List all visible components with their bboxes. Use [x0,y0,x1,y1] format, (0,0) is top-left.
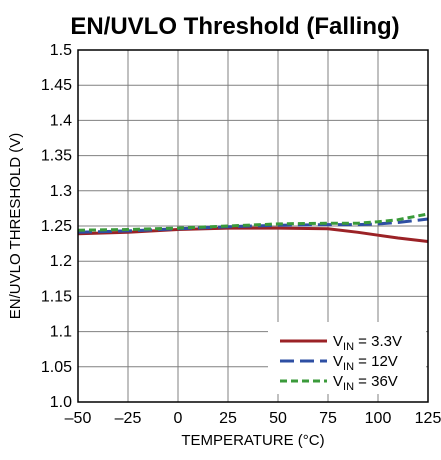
y-tick-label: 1.5 [50,42,72,59]
x-tick-label: 125 [415,410,441,427]
series-lines [77,212,429,243]
x-tick-label: 100 [365,410,392,427]
y-tick-label: 1.25 [41,218,72,235]
x-tick-label: –25 [115,410,142,427]
x-tick-labels: –50 –25 0 25 50 75 100 125 [65,410,441,427]
y-tick-label: 1.2 [50,253,72,270]
x-tick-label: 50 [269,410,287,427]
y-tick-label: 1.35 [41,148,72,165]
x-tick-label: 25 [219,410,237,427]
x-tick-label: –50 [65,410,92,427]
y-tick-label: 1.3 [50,183,72,200]
y-tick-label: 1.05 [41,359,72,376]
chart-title: EN/UVLO Threshold (Falling) [70,13,399,40]
y-tick-label: 1.0 [50,394,72,411]
y-tick-label: 1.1 [50,324,72,341]
series-line [77,226,429,243]
x-tick-label: 0 [174,410,183,427]
y-tick-label: 1.4 [50,112,72,129]
legend-label: VIN = 36V [333,373,398,393]
legend-label: VIN = 12V [333,353,398,373]
series-line [77,212,429,232]
y-tick-labels: 1.0 1.05 1.1 1.15 1.2 1.25 1.3 1.35 1.4 1.45 1.5 [41,42,72,411]
y-axis-label: EN/UVLO THRESHOLD (V) [7,133,24,319]
x-axis-label: TEMPERATURE (°C) [181,432,324,449]
y-tick-label: 1.45 [41,77,72,94]
plot-frame [77,49,429,403]
y-tick-label: 1.15 [41,288,72,305]
x-tick-label: 75 [319,410,337,427]
legend-label: VIN = 3.3V [333,333,402,353]
